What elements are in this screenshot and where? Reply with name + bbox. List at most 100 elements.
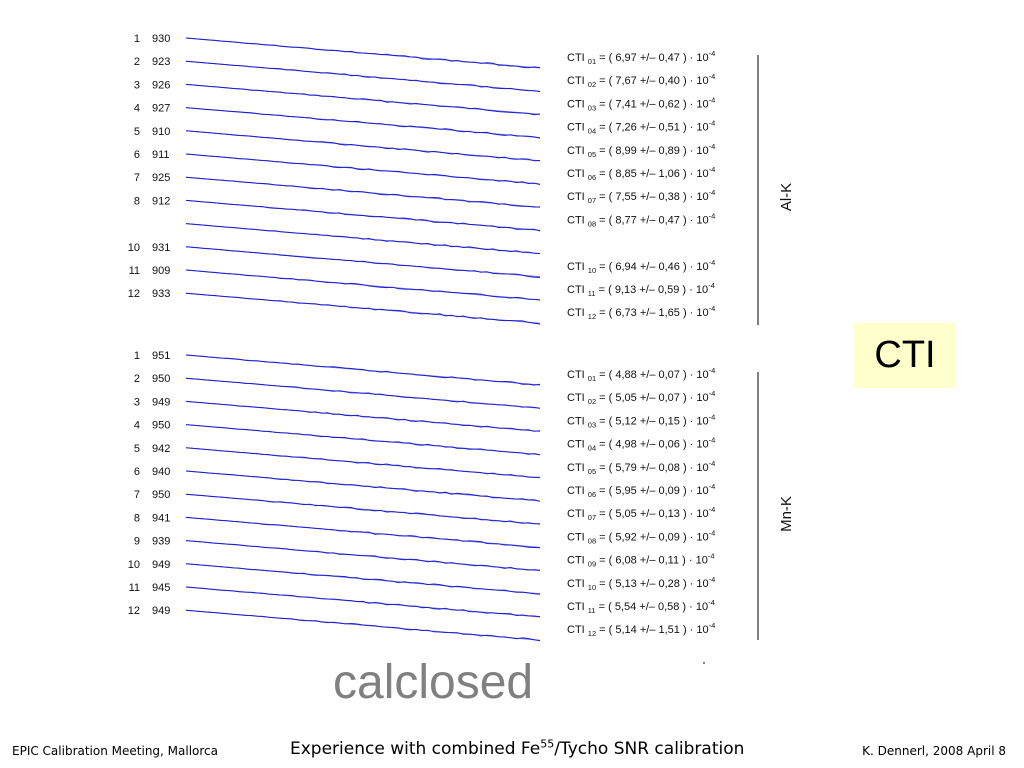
row-count: 927 [152, 103, 170, 115]
trace-line [185, 377, 541, 409]
cti-value: CTI 02 = ( 5,05 +/– 0,07 ) · 10-4 [567, 389, 715, 406]
cti-value: CTI 12 = ( 6,73 +/– 1,65 ) · 10-4 [567, 304, 715, 321]
footer-title-sup: 55 [540, 737, 555, 751]
trace-line [185, 223, 541, 254]
row-count: 926 [152, 79, 170, 91]
row-count: 909 [152, 265, 170, 277]
row-count: 939 [152, 536, 170, 548]
row-index: 6 [134, 466, 140, 478]
row-index: 9 [134, 536, 140, 548]
trace-line [185, 83, 541, 116]
trace-line [185, 246, 541, 278]
row-index: 11 [129, 265, 140, 277]
row-index: 8 [134, 512, 140, 524]
trace-line [185, 269, 541, 301]
cti-value: CTI 11 = ( 5,54 +/– 0,58 ) · 10-4 [567, 598, 715, 615]
cti-value: CTI 12 = ( 5,14 +/– 1,51 ) · 10-4 [567, 621, 715, 638]
footer: EPIC Calibration Meeting, Mallorca Exper… [0, 736, 1024, 768]
footer-author-date: K. Dennerl, 2008 April 8 [862, 744, 1006, 758]
trace-line [185, 176, 540, 208]
trace-line [185, 292, 541, 325]
trace-line [185, 424, 541, 456]
row-count: 951 [152, 350, 170, 362]
cti-value: CTI 07 = ( 7,55 +/– 0,38 ) · 10-4 [567, 188, 715, 205]
row-index: 2 [134, 56, 140, 68]
row-index: 5 [134, 443, 140, 455]
row-index: 7 [134, 172, 140, 184]
cti-value: CTI 03 = ( 7,41 +/– 0,62 ) · 10-4 [567, 95, 715, 112]
row-index: 11 [129, 582, 140, 594]
row-count: 933 [152, 288, 170, 300]
cti-value: CTI 10 = ( 5,13 +/– 0,28 ) · 10-4 [567, 575, 715, 592]
row-count: 949 [152, 559, 170, 571]
row-index: 4 [134, 420, 140, 432]
cti-value: CTI 02 = ( 7,67 +/– 0,40 ) · 10-4 [567, 72, 715, 89]
group-label: Al-K [778, 183, 795, 211]
cti-value: CTI 11 = ( 9,13 +/– 0,59 ) · 10-4 [567, 281, 715, 298]
cti-value: CTI 07 = ( 5,05 +/– 0,13 ) · 10-4 [567, 505, 715, 522]
cti-value: CTI 09 = ( 6,08 +/– 0,11 ) · 10-4 [567, 552, 715, 569]
cti-value: CTI 08 = ( 5,92 +/– 0,09 ) · 10-4 [567, 528, 715, 545]
cti-value: CTI 04 = ( 7,26 +/– 0,51 ) · 10-4 [567, 119, 715, 136]
row-count: 949 [152, 396, 170, 408]
footer-title-part2: /Tycho SNR calibration [554, 739, 745, 759]
cti-value: CTI 08 = ( 8,77 +/– 0,47 ) · 10-4 [567, 211, 715, 228]
cti-box-label: CTI [874, 334, 936, 376]
row-count: 910 [152, 126, 170, 138]
row-index: 1 [134, 33, 140, 45]
calclosed-stamp: calclosed [333, 656, 534, 709]
trace-line [185, 563, 541, 595]
trace-line [185, 470, 541, 502]
row-count: 925 [152, 172, 170, 184]
row-index: 3 [134, 79, 140, 91]
panel-mn-k: 1 951 2 950 3 949 4 950 5 942 6 940 7 950 8 941 9 939 10 94… [128, 350, 795, 642]
cti-value: CTI 05 = ( 5,79 +/– 0,08 ) · 10-4 [567, 459, 715, 476]
row-index: 2 [134, 373, 140, 385]
trace-line [185, 540, 541, 571]
row-index: 12 [128, 605, 140, 617]
cti-value: CTI 06 = ( 8,85 +/– 1,06 ) · 10-4 [567, 165, 715, 182]
trace-line [185, 586, 541, 618]
row-count: 949 [152, 605, 170, 617]
row-count: 945 [152, 582, 170, 594]
trace-line [185, 447, 541, 478]
panel-al-k: 1 930 2 923 3 926 4 927 5 910 6 911 7 925 8 912 10 931 11 9… [128, 33, 795, 325]
trace-line [185, 130, 541, 162]
cti-label-box: CTI [854, 323, 956, 388]
trace-line [185, 400, 541, 432]
cti-value: CTI 05 = ( 8,99 +/– 0,89 ) · 10-4 [567, 142, 715, 159]
row-index: 5 [134, 126, 140, 138]
row-count: 931 [152, 242, 170, 254]
row-index: 1 [134, 350, 140, 362]
cti-value: CTI 03 = ( 5,12 +/– 0,15 ) · 10-4 [567, 412, 715, 429]
cti-value: CTI 01 = ( 4,88 +/– 0,07 ) · 10-4 [567, 366, 715, 383]
row-count: 941 [152, 512, 170, 524]
row-count: 950 [152, 420, 170, 432]
cti-value: CTI 06 = ( 5,95 +/– 0,09 ) · 10-4 [567, 482, 715, 499]
stray-dot [703, 662, 705, 664]
row-index: 12 [128, 288, 140, 300]
row-count: 950 [152, 489, 170, 501]
row-index: 3 [134, 396, 140, 408]
trace-line [185, 153, 541, 185]
trace-line [185, 516, 541, 549]
row-index: 4 [134, 103, 140, 115]
trace-line [185, 609, 541, 642]
row-index: 8 [134, 195, 140, 207]
row-count: 911 [152, 149, 170, 161]
trace-line [185, 60, 541, 93]
group-label: Mn-K [778, 496, 795, 532]
row-index: 7 [134, 489, 140, 501]
trace-line [185, 107, 541, 139]
footer-meeting: EPIC Calibration Meeting, Mallorca [12, 744, 219, 758]
trace-line [185, 199, 541, 232]
row-count: 942 [152, 443, 170, 455]
row-count: 950 [152, 373, 170, 385]
row-count: 930 [152, 33, 170, 45]
row-count: 923 [152, 56, 170, 68]
cti-value: CTI 01 = ( 6,97 +/– 0,47 ) · 10-4 [567, 49, 715, 66]
row-count: 940 [152, 466, 170, 478]
trace-line [185, 37, 541, 69]
footer-title-part1: Experience with combined Fe [290, 739, 541, 759]
